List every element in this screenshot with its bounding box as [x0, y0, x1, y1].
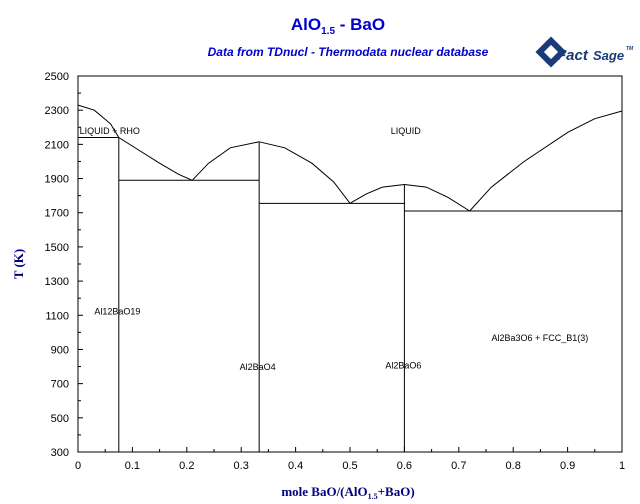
- y-tick-label: 1500: [45, 242, 69, 254]
- x-axis-label: mole BaO/(AlO1.5+BaO): [281, 484, 414, 501]
- plot-frame: [77, 75, 623, 453]
- y-tick-label: 1300: [45, 276, 69, 288]
- y-tick-label: 500: [51, 413, 69, 425]
- y-tick-label: 700: [51, 379, 69, 391]
- liquidus-curve: [349, 184, 405, 204]
- region-label: LIQUID: [391, 126, 422, 136]
- region-label: Al12BaO19: [94, 306, 140, 316]
- y-tick-label: 1700: [45, 208, 69, 220]
- liquidus-curve: [77, 104, 120, 138]
- y-tick-label: 900: [51, 344, 69, 356]
- region-label: Al2BaO4: [240, 362, 276, 372]
- region-label: LIQUID + RHO: [80, 126, 140, 136]
- chart-subtitle: Data from TDnucl - Thermodata nuclear da…: [208, 45, 489, 59]
- x-tick-label: 0.6: [397, 460, 412, 472]
- x-tick-label: 0.8: [506, 460, 521, 472]
- y-axis: 300 500 700 900 1100 1300 1500 1700 1900 2100 2300…: [45, 71, 83, 459]
- y-axis-label: T (K): [11, 249, 26, 279]
- liquidus-curve: [469, 110, 623, 212]
- factsage-logo-trademark: TM: [626, 46, 634, 52]
- chart-title: AlO1.5 - BaO: [291, 15, 385, 37]
- x-tick-label: 0: [75, 460, 81, 472]
- x-tick-label: 0.2: [179, 460, 194, 472]
- x-axis-label-subscript: 1.5: [368, 492, 378, 501]
- phase-boundaries: [77, 104, 623, 452]
- factsage-logo: Fact Sage TM: [535, 36, 634, 68]
- chart-title-subscript: 1.5: [321, 26, 335, 37]
- x-tick-label: 0.3: [234, 460, 249, 472]
- y-tick-label: 1900: [45, 174, 69, 186]
- y-tick-label: 2100: [45, 139, 69, 151]
- liquidus-curve: [118, 137, 193, 181]
- x-tick-label: 0.9: [560, 460, 575, 472]
- x-tick-label: 1: [619, 460, 625, 472]
- x-tick-label: 0.5: [342, 460, 357, 472]
- x-axis: 0 0.1 0.2 0.3 0.4 0.5 0.6 0.7 0.8 0.9 1: [75, 447, 625, 472]
- y-tick-label: 2300: [45, 105, 69, 117]
- liquidus-curve: [191, 141, 260, 181]
- liquidus-curve: [259, 141, 351, 204]
- factsage-logo-word-fact: Fact: [557, 47, 589, 64]
- y-tick-label: 2500: [45, 71, 69, 83]
- region-labels: LIQUID + RHO LIQUID Al12BaO19 Al2BaO4 Al2BaO…: [80, 126, 589, 372]
- liquidus-curve: [404, 184, 470, 212]
- y-tick-label: 300: [51, 447, 69, 459]
- factsage-logo-word-sage: Sage: [593, 48, 624, 63]
- y-tick-label: 1100: [45, 310, 69, 322]
- x-tick-label: 0.1: [125, 460, 140, 472]
- region-label: Al2BaO6: [385, 360, 421, 370]
- x-tick-label: 0.4: [288, 460, 303, 472]
- x-tick-label: 0.7: [451, 460, 466, 472]
- region-label: Al2Ba3O6 + FCC_B1(3): [491, 333, 588, 343]
